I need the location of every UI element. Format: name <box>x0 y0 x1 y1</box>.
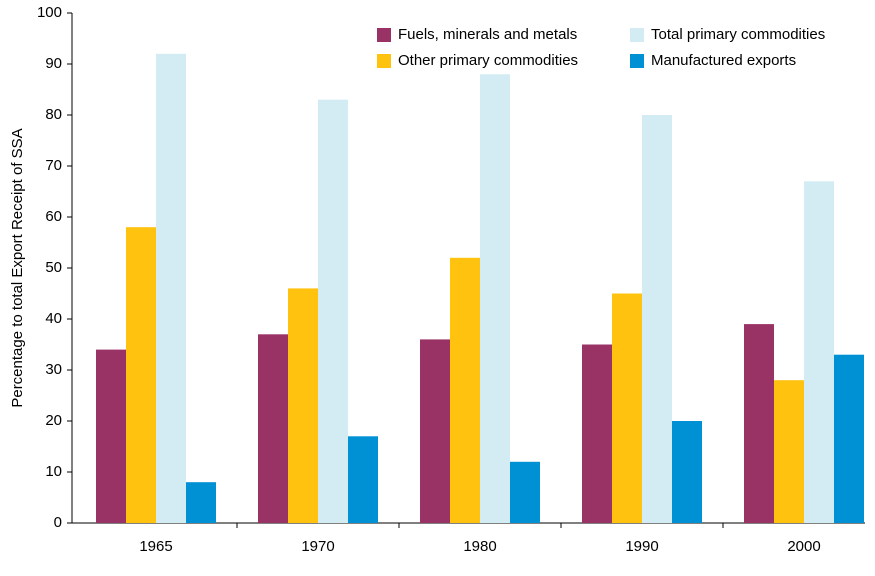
legend-swatch <box>630 28 644 42</box>
bar <box>804 181 834 524</box>
y-tick-label: 70 <box>45 157 62 174</box>
legend-swatch <box>377 54 391 68</box>
x-tick-label: 1970 <box>301 538 334 555</box>
x-tick-label: 1980 <box>463 538 496 555</box>
bar <box>96 349 126 523</box>
bar <box>450 257 480 523</box>
y-tick-label: 20 <box>45 412 62 429</box>
y-tick-label: 100 <box>37 4 62 21</box>
x-tick-label: 1965 <box>139 538 172 555</box>
bar <box>834 354 864 523</box>
bar <box>288 288 318 523</box>
bar <box>744 324 774 523</box>
y-tick-label: 10 <box>45 463 62 480</box>
y-tick-label: 0 <box>54 514 62 531</box>
y-tick-label: 90 <box>45 55 62 72</box>
bar <box>774 380 804 523</box>
bar <box>156 53 186 524</box>
legend-swatch <box>377 28 391 42</box>
bar <box>582 344 612 523</box>
bar <box>126 227 156 523</box>
bar <box>642 115 672 523</box>
bar <box>318 99 348 523</box>
bar <box>612 293 642 523</box>
y-tick-label: 60 <box>45 208 62 225</box>
bar <box>672 421 702 523</box>
x-tick-label: 1990 <box>625 538 658 555</box>
legend-label: Manufactured exports <box>651 52 796 69</box>
y-tick-label: 50 <box>45 259 62 276</box>
bar <box>480 74 510 523</box>
bar <box>348 436 378 523</box>
bar <box>186 482 216 523</box>
bar <box>510 461 540 523</box>
y-tick-label: 80 <box>45 106 62 123</box>
x-tick-label: 2000 <box>787 538 820 555</box>
legend-label: Total primary commodities <box>651 26 825 43</box>
bar <box>420 339 450 523</box>
legend-label: Other primary commodities <box>398 52 578 69</box>
bar <box>258 334 288 523</box>
y-tick-label: 30 <box>45 361 62 378</box>
y-tick-label: 40 <box>45 310 62 327</box>
legend-label: Fuels, minerals and metals <box>398 26 577 43</box>
legend-swatch <box>630 54 644 68</box>
y-axis-label: Percentage to total Export Receipt of SS… <box>9 128 26 407</box>
